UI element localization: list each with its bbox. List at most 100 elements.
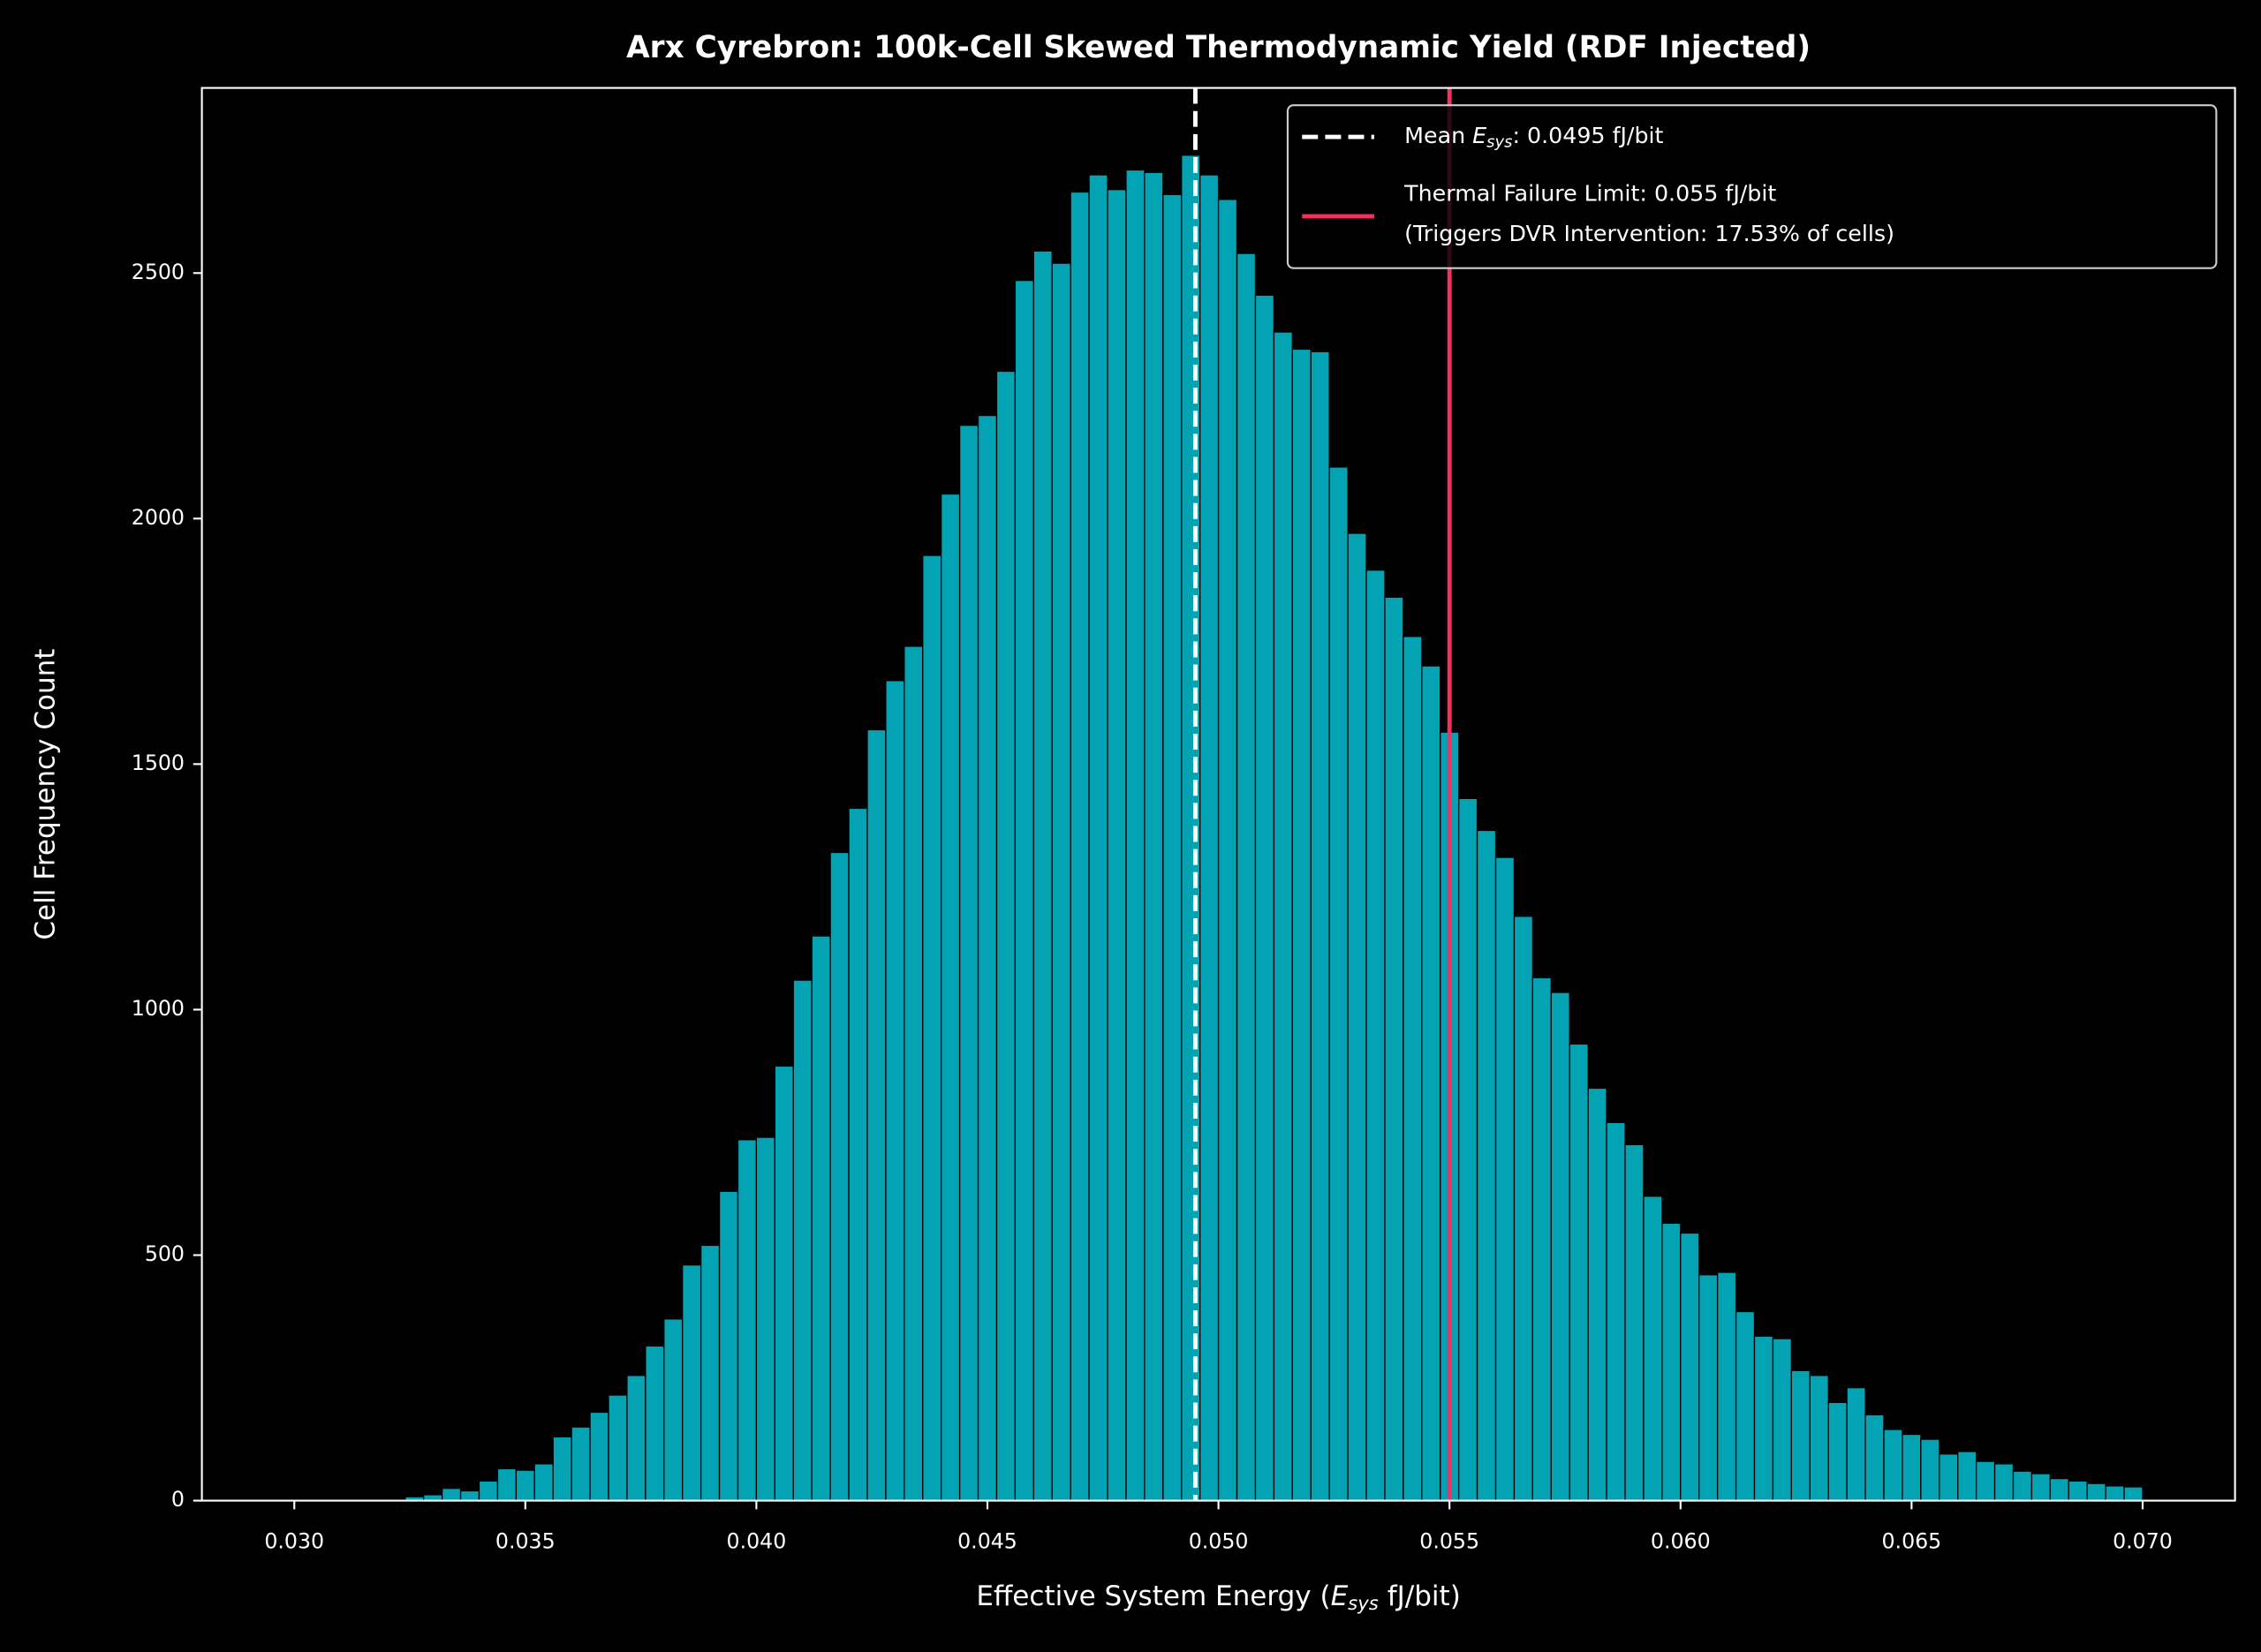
x-label-part: fJ/bit) <box>1379 1580 1461 1612</box>
bar <box>1328 466 1349 1502</box>
bar <box>1661 1222 1682 1502</box>
bar <box>1846 1387 1866 1502</box>
x-tick-label: 0.050 <box>1189 1528 1249 1553</box>
plot-area: 0.030 0.035 0.040 0.045 0.050 0.055 0.060 0.065… <box>132 87 2236 1553</box>
x-tick-label: 0.060 <box>1651 1528 1711 1553</box>
bar <box>977 414 998 1502</box>
legend-label: Mean Esys: 0.0495 fJ/bit <box>1404 123 1663 152</box>
bar <box>1476 829 1497 1502</box>
bar <box>904 645 924 1502</box>
bar <box>1365 570 1386 1502</box>
bar <box>1827 1401 1848 1502</box>
bar <box>1070 191 1090 1502</box>
bar <box>552 1436 572 1502</box>
bar <box>792 979 813 1502</box>
bar <box>737 1139 758 1502</box>
bar <box>718 1190 739 1502</box>
bar <box>1273 331 1293 1502</box>
bar <box>1032 250 1053 1502</box>
bar <box>1384 596 1404 1502</box>
chart-title: Arx Cyrebron: 100k-Cell Skewed Thermodyn… <box>626 30 1811 65</box>
bar <box>1735 1310 1756 1502</box>
bar <box>496 1467 518 1502</box>
bar <box>1939 1453 1959 1502</box>
bar <box>2012 1470 2033 1502</box>
bar <box>1531 977 1552 1502</box>
bar <box>626 1375 647 1502</box>
bar <box>1606 1121 1626 1502</box>
bar <box>1698 1274 1719 1502</box>
x-tick-label: 0.065 <box>1882 1528 1942 1553</box>
bar <box>645 1345 665 1502</box>
x-tick-label: 0.055 <box>1419 1528 1479 1553</box>
bar <box>1107 189 1127 1502</box>
bar <box>478 1480 499 1502</box>
bar <box>866 728 887 1502</box>
bar <box>1993 1463 2015 1502</box>
bar <box>1569 1043 1589 1502</box>
bar <box>1421 665 1441 1502</box>
bar <box>1883 1429 1903 1502</box>
bar <box>2068 1480 2088 1502</box>
bar <box>2123 1486 2144 1502</box>
bar <box>1144 171 1164 1502</box>
legend-label-part: Mean <box>1404 123 1472 148</box>
bar <box>1680 1232 1700 1502</box>
bar <box>1513 916 1534 1502</box>
bar <box>941 493 961 1502</box>
x-tick-label: 0.030 <box>264 1528 324 1553</box>
y-tick-label: 2000 <box>132 505 185 530</box>
bar <box>1088 174 1108 1502</box>
x-tick-label: 0.035 <box>495 1528 556 1553</box>
bar <box>922 554 942 1502</box>
y-tick-label: 1500 <box>132 751 185 775</box>
bar <box>663 1318 684 1502</box>
bar <box>995 370 1017 1502</box>
bar <box>1753 1335 1774 1502</box>
y-tick-label: 0 <box>171 1487 185 1512</box>
legend: Mean Esys: 0.0495 fJ/bit Thermal Failure… <box>1286 104 2218 269</box>
bar <box>1125 169 1146 1502</box>
x-tick-label: 0.070 <box>2113 1528 2173 1553</box>
bar <box>2086 1482 2106 1502</box>
bar <box>1772 1338 1792 1502</box>
y-tick-label: 1000 <box>132 996 185 1021</box>
bar <box>608 1394 628 1502</box>
bar <box>1162 193 1183 1502</box>
bar <box>1716 1271 1737 1502</box>
bar <box>1403 636 1423 1502</box>
bar <box>682 1264 702 1502</box>
bar <box>1291 348 1312 1502</box>
bar <box>1310 351 1330 1502</box>
bar <box>459 1490 480 1502</box>
x-tick-label: 0.045 <box>957 1528 1017 1553</box>
bar <box>1643 1196 1663 1502</box>
bar <box>811 935 831 1502</box>
bar <box>441 1488 462 1502</box>
bar <box>1864 1414 1885 1502</box>
bar <box>1494 856 1516 1502</box>
y-axis-label: Cell Frequency Count <box>29 649 61 940</box>
x-label-part: E <box>1331 1580 1349 1612</box>
bar <box>571 1426 591 1502</box>
bar <box>1014 279 1034 1502</box>
bar <box>885 680 905 1502</box>
bar <box>848 807 868 1502</box>
bar <box>1809 1375 1829 1502</box>
bar <box>1902 1433 1922 1502</box>
bar <box>958 424 979 1502</box>
bar <box>755 1136 775 1502</box>
bar <box>1975 1460 1996 1502</box>
bar <box>1254 294 1275 1502</box>
bar <box>2049 1477 2069 1502</box>
bar <box>1920 1438 1940 1502</box>
bar <box>589 1411 609 1502</box>
bar <box>1236 253 1257 1502</box>
bar <box>774 1065 794 1502</box>
x-label-part: Effective System Energy ( <box>976 1580 1330 1612</box>
bar <box>1217 199 1238 1502</box>
bar <box>2030 1473 2051 1502</box>
bar <box>2105 1485 2125 1502</box>
